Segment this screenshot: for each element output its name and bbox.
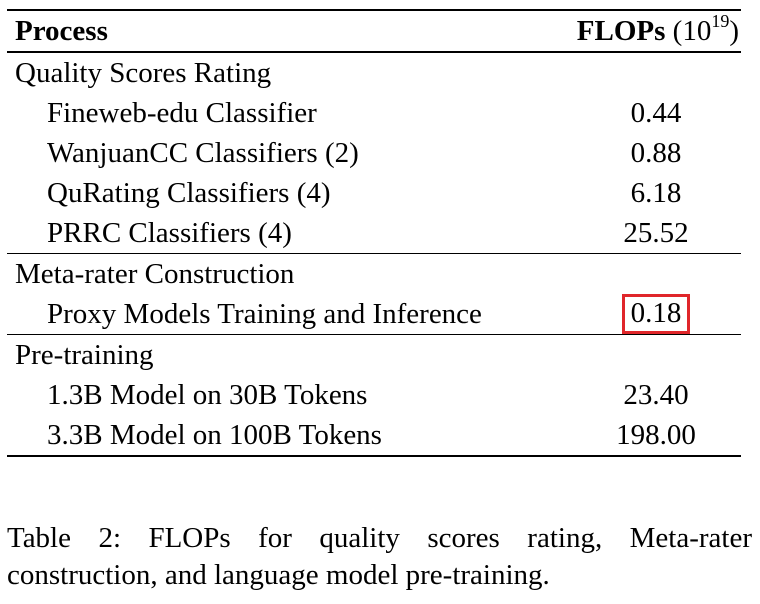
flops-table: Process FLOPs (1019) Quality Scores Rati… xyxy=(7,9,741,457)
table-row: QuRating Classifiers (4) 6.18 xyxy=(7,173,741,213)
row-label: Fineweb-edu Classifier xyxy=(47,96,317,129)
row-label: QuRating Classifiers (4) xyxy=(47,176,331,209)
table-row: 1.3B Model on 30B Tokens 23.40 xyxy=(7,375,741,415)
row-value-highlighted: 0.18 xyxy=(571,294,741,335)
row-value: 23.40 xyxy=(623,378,689,411)
table-row: Fineweb-edu Classifier 0.44 xyxy=(7,93,741,133)
table-header-row: Process FLOPs (1019) xyxy=(7,9,741,53)
row-label: PRRC Classifiers (4) xyxy=(47,216,292,249)
section-title-row: Pre-training xyxy=(7,334,741,375)
row-value: 25.52 xyxy=(623,216,689,249)
flops-table-container: Process FLOPs (1019) Quality Scores Rati… xyxy=(7,9,741,457)
section-title: Quality Scores Rating xyxy=(15,56,272,89)
section-title-row: Meta-rater Construction xyxy=(7,253,741,294)
row-label: Proxy Models Training and Inference xyxy=(47,297,482,330)
header-flops: FLOPs (1019) xyxy=(571,9,741,53)
section-title-row: Quality Scores Rating xyxy=(7,52,741,93)
table-row: PRRC Classifiers (4) 25.52 xyxy=(7,213,741,254)
row-value: 198.00 xyxy=(571,415,741,457)
row-value: 0.44 xyxy=(630,96,682,129)
section-title: Meta-rater Construction xyxy=(7,253,571,294)
header-process: Process xyxy=(7,9,571,53)
section-title: Pre-training xyxy=(7,334,571,375)
row-value: 0.88 xyxy=(630,136,682,169)
row-value: 6.18 xyxy=(630,176,682,209)
header-flops-label: FLOPs xyxy=(576,14,666,47)
row-label: 1.3B Model on 30B Tokens xyxy=(47,378,368,411)
table-row: WanjuanCC Classifiers (2) 0.88 xyxy=(7,133,741,173)
row-label: 3.3B Model on 100B Tokens xyxy=(7,415,571,457)
header-flops-unit: (1019) xyxy=(672,10,739,47)
table-row: Proxy Models Training and Inference 0.18 xyxy=(7,294,741,335)
table-caption: Table 2: FLOPs for quality scores rating… xyxy=(7,522,752,591)
table-row: 3.3B Model on 100B Tokens 198.00 xyxy=(7,415,741,457)
row-label: WanjuanCC Classifiers (2) xyxy=(47,136,359,169)
highlight-box: 0.18 xyxy=(621,294,691,334)
